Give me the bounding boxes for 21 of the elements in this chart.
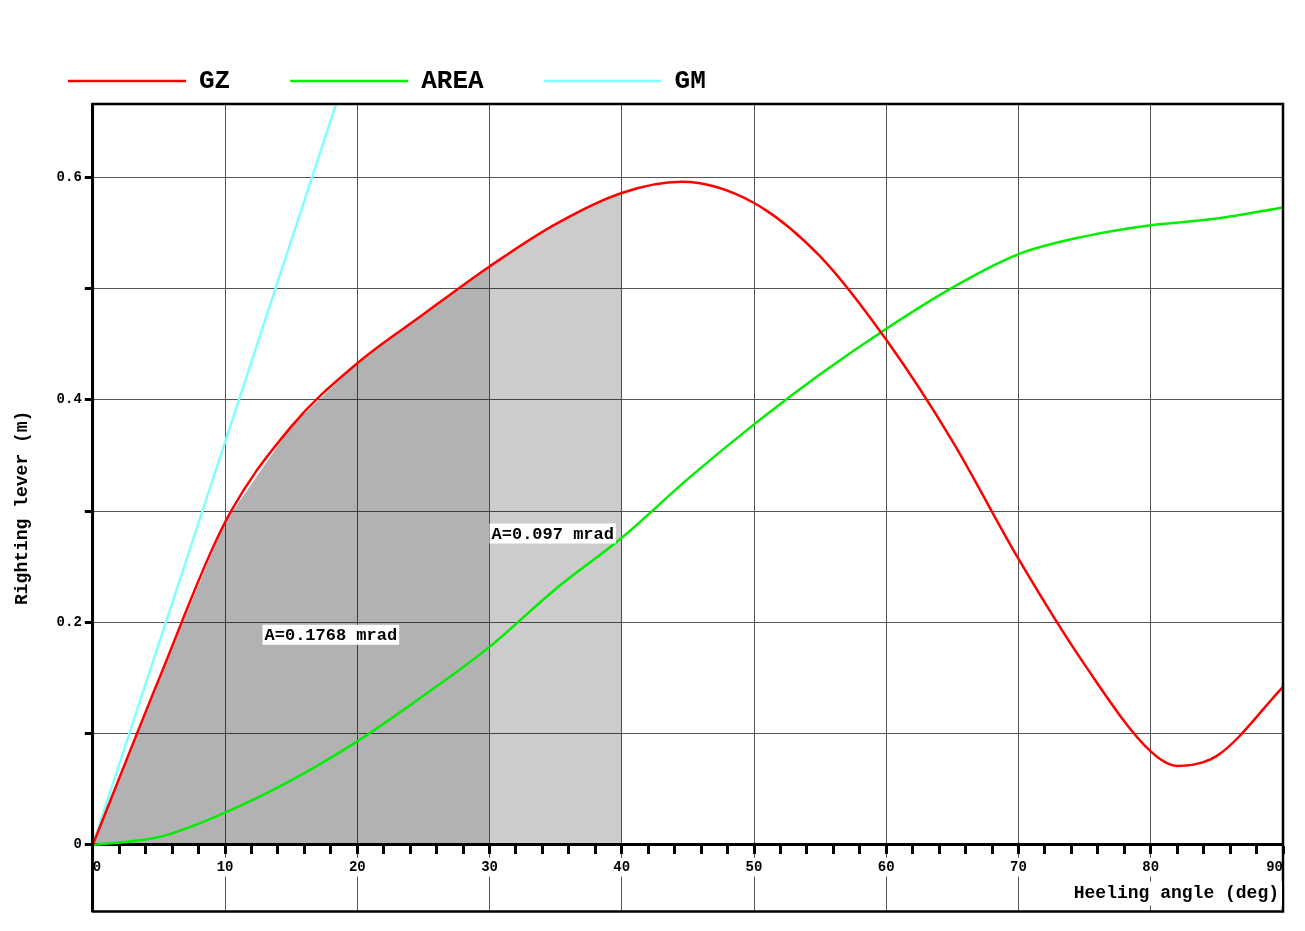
legend-label: GM: [674, 65, 706, 96]
x-tick-label: 0: [92, 858, 102, 875]
y-axis-title: Righting lever (m): [12, 410, 33, 606]
x-tick-label: 10: [216, 858, 234, 875]
x-tick-label: 90: [1266, 858, 1283, 875]
y-tick-label: 0.6: [56, 168, 82, 185]
x-tick-label: 40: [613, 858, 631, 875]
x-axis-title: Heeling angle (deg): [1073, 883, 1279, 904]
x-tick-label: 20: [348, 858, 366, 875]
y-tick-label: 0: [73, 836, 82, 853]
band-label: A=0.097 mrad: [491, 524, 614, 544]
x-tick-label: 60: [877, 858, 895, 875]
x-tick-label: 70: [1010, 858, 1027, 875]
band-label: A=0.1768 mrad: [264, 626, 398, 646]
x-tick-label: 50: [745, 858, 763, 875]
x-tick-label: 80: [1142, 858, 1160, 875]
y-tick-label: 0.2: [56, 613, 82, 630]
x-tick-label: 30: [481, 858, 498, 875]
legend-label: AREA: [421, 65, 485, 96]
legend-label: GZ: [199, 65, 231, 96]
y-tick-label: 0.4: [56, 391, 82, 408]
